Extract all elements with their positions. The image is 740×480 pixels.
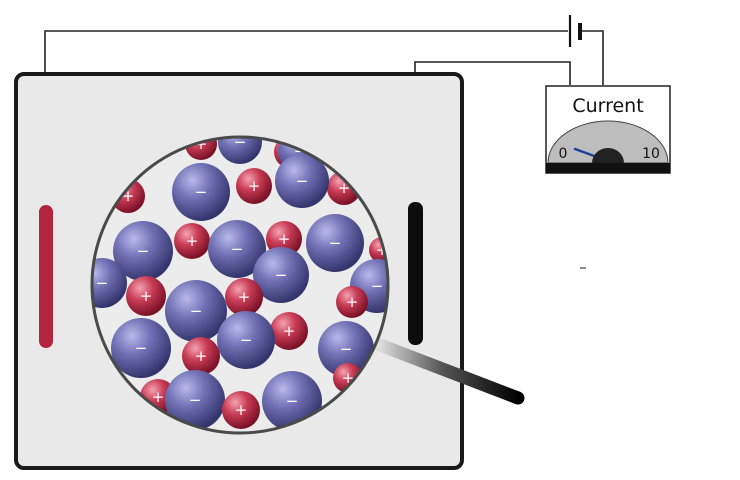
anion: − [165, 280, 227, 342]
cation: + [174, 223, 210, 259]
anion-sphere [275, 154, 329, 208]
anion-sphere [113, 221, 173, 281]
anion: − [111, 318, 171, 378]
anion: − [306, 214, 364, 272]
cation: + [336, 286, 368, 318]
magnifying-lens: ++−−+++−−+++−−−−−−+++−+−−−+++−+− [90, 135, 390, 435]
anion-sphere [111, 318, 171, 378]
cation: + [225, 278, 263, 316]
anion-sphere [253, 247, 309, 303]
cation-sphere [182, 337, 220, 375]
ammeter: Current 0 10 [545, 85, 671, 174]
cation-sphere [270, 312, 308, 350]
anion-sphere [165, 280, 227, 342]
anion: − [172, 163, 230, 221]
anion-sphere [92, 258, 127, 308]
battery-icon [568, 15, 582, 47]
anion-sphere [165, 370, 225, 430]
cation-sphere [225, 278, 263, 316]
cation: + [270, 312, 308, 350]
anion-sphere [217, 311, 275, 369]
cation: + [182, 337, 220, 375]
cation-sphere [236, 168, 272, 204]
ammeter-scale-min: 0 [559, 146, 568, 162]
cation-sphere [185, 137, 217, 160]
anion-sphere [218, 137, 262, 164]
cation-sphere [222, 391, 260, 429]
ammeter-pivot [592, 148, 624, 163]
cation-sphere [369, 237, 388, 263]
positive-electrode [39, 205, 53, 348]
ammeter-scale-max: 10 [642, 146, 660, 162]
anion-sphere [306, 214, 364, 272]
cation: + [222, 391, 260, 429]
cation: + [126, 276, 166, 316]
wire-battery-to-ammeter [582, 30, 604, 85]
cation: + [236, 168, 272, 204]
ammeter-title: Current [572, 95, 643, 117]
anion-sphere [172, 163, 230, 221]
cation-sphere [336, 286, 368, 318]
ammeter-base [546, 163, 670, 173]
anion-sphere [208, 220, 266, 278]
cation-sphere [174, 223, 210, 259]
anion: − [217, 311, 275, 369]
cation-sphere [126, 276, 166, 316]
anion-sphere [318, 321, 374, 377]
negative-electrode [408, 202, 423, 345]
magnifier-handle [373, 338, 525, 405]
ammeter-dial [547, 120, 669, 164]
